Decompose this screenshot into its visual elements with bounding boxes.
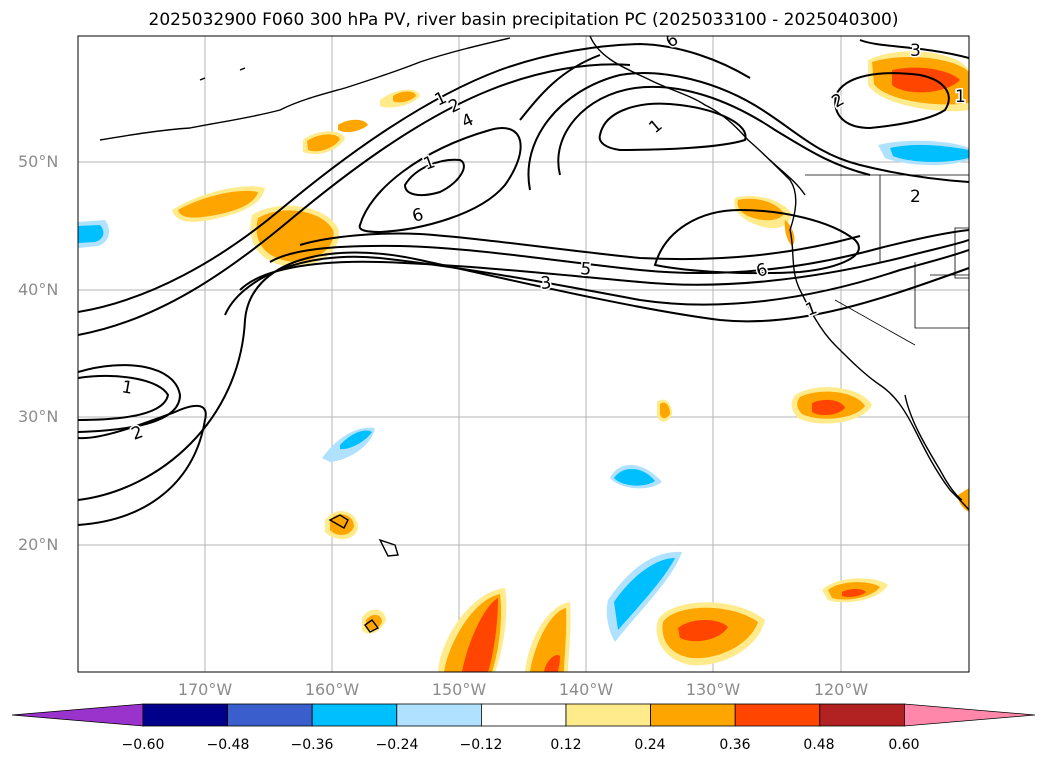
colorbar-tick-label: 0.12 xyxy=(550,737,582,753)
colorbar-extend-max xyxy=(904,703,1036,727)
contour-label: 3 xyxy=(540,273,553,294)
colorbar-segment xyxy=(311,703,398,727)
lat-label: 40°N xyxy=(18,280,59,299)
colorbar-segment xyxy=(142,703,228,727)
contour-label: 1 xyxy=(645,116,666,138)
contour-label: 1 xyxy=(955,87,966,107)
colorbar-segment xyxy=(819,703,905,727)
lat-label: 20°N xyxy=(18,535,59,554)
colorbar-tick-label: 0.24 xyxy=(634,737,666,753)
colorbar-tick-label: −0.60 xyxy=(121,737,165,753)
contour-label: 6 xyxy=(754,260,770,282)
colorbar-segment xyxy=(396,703,482,727)
contour-label: 5 xyxy=(580,259,593,280)
lon-label: 130°W xyxy=(685,680,741,699)
precip-shading xyxy=(78,51,969,672)
colorbar-tick-label: −0.24 xyxy=(375,737,419,753)
lat-label: 30°N xyxy=(18,407,59,426)
lon-label: 150°W xyxy=(431,680,487,699)
colorbar-tick-label: 0.36 xyxy=(719,737,751,753)
pv-contours xyxy=(78,39,969,526)
colorbar-tick-label: −0.12 xyxy=(459,737,503,753)
grid-lines xyxy=(78,36,969,672)
colorbar-segment xyxy=(227,703,313,727)
contour-label: 1 xyxy=(120,377,134,399)
colorbar-extend-min xyxy=(11,703,144,727)
colorbar-segment xyxy=(480,703,567,727)
lon-label: 140°W xyxy=(558,680,614,699)
contour-label: 2 xyxy=(910,187,921,207)
lon-label: 160°W xyxy=(304,680,360,699)
colorbar-tick-label: −0.36 xyxy=(290,737,334,753)
colorbar-segment xyxy=(650,703,736,727)
colorbar-tick-label: −0.48 xyxy=(206,737,250,753)
contour-label: 3 xyxy=(910,41,921,61)
contour-label: 6 xyxy=(410,205,426,227)
map-title: 2025032900 F060 300 hPa PV, river basin … xyxy=(148,10,899,30)
map-frame xyxy=(77,35,970,673)
colorbar xyxy=(11,703,1036,727)
contour-label: 4 xyxy=(459,110,477,133)
colorbar-tick-label: 0.60 xyxy=(888,737,920,753)
lon-label: 170°W xyxy=(177,680,233,699)
contour-label: 2 xyxy=(829,90,848,113)
lat-label: 50°N xyxy=(18,152,59,171)
colorbar-segment xyxy=(734,703,821,727)
colorbar-segment xyxy=(565,703,651,727)
coastlines xyxy=(99,36,969,633)
lon-label: 120°W xyxy=(813,680,869,699)
colorbar-tick-label: 0.48 xyxy=(803,737,835,753)
